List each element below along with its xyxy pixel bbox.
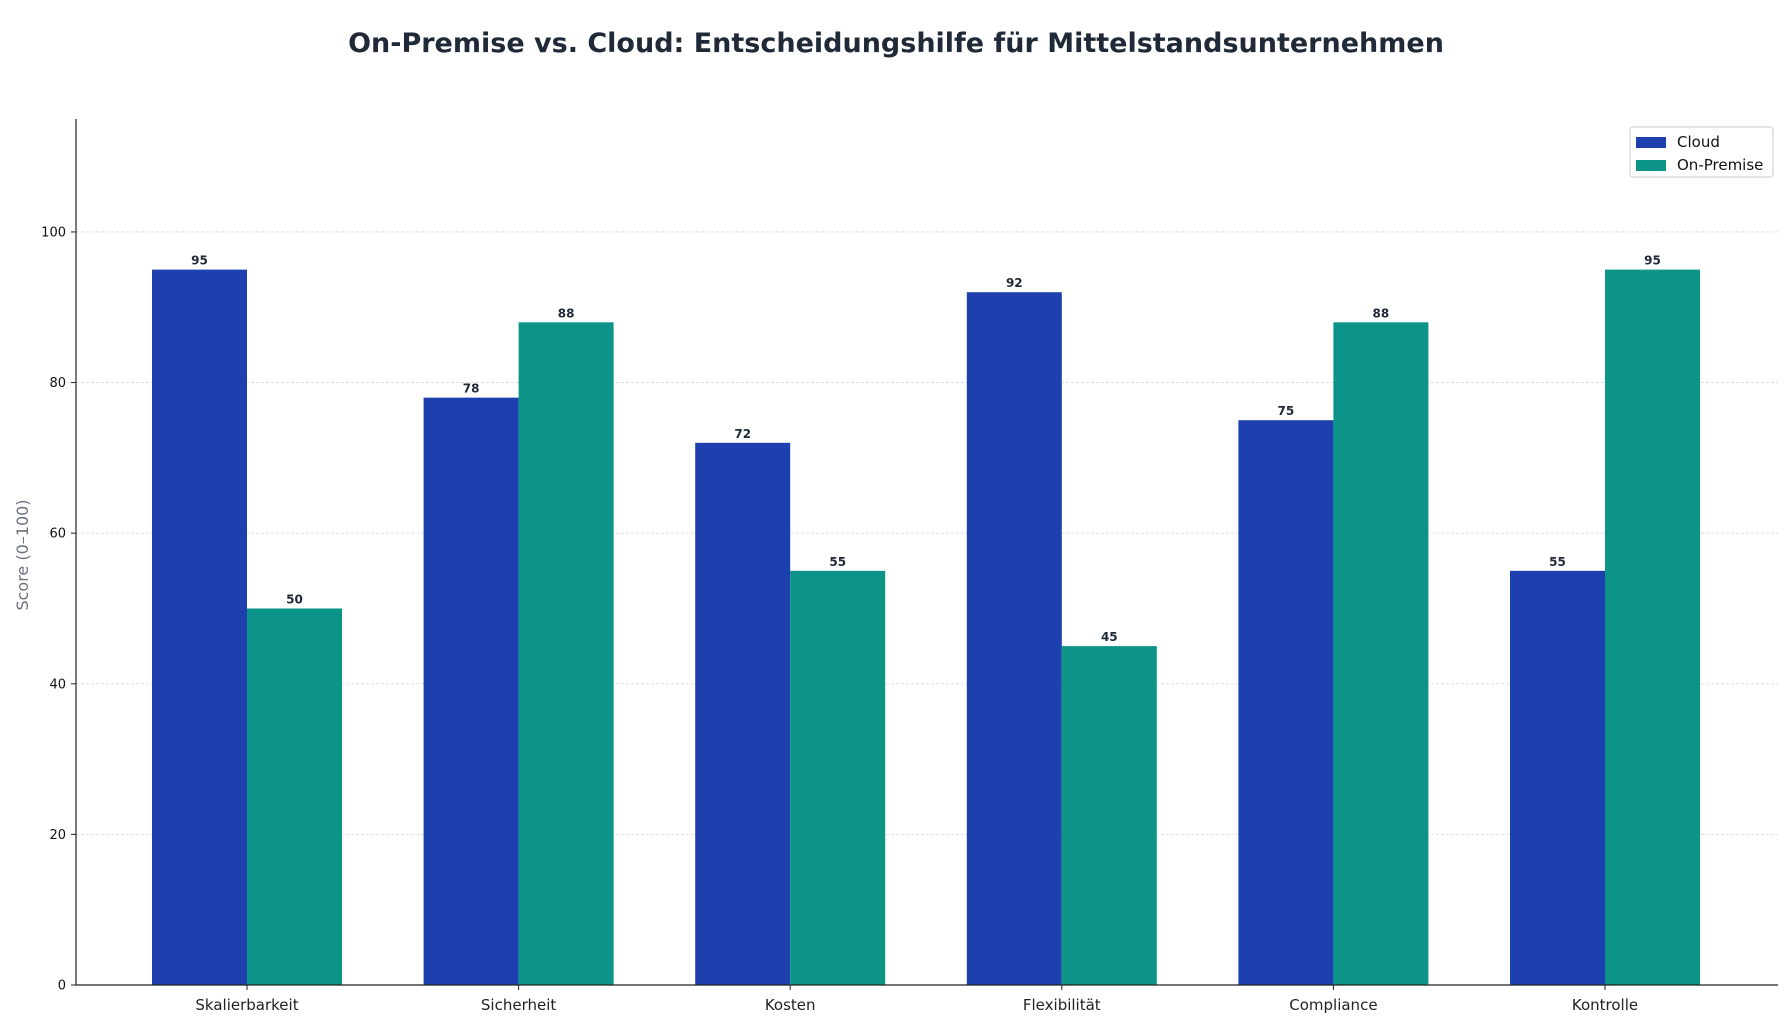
data-label: 55: [1549, 555, 1566, 569]
x-tick-label: Skalierbarkeit: [195, 996, 298, 1014]
bar-cloud-2: [695, 442, 791, 985]
data-label: 50: [286, 592, 303, 606]
labels: 95 50 Skalierbarkeit 78 88 Sicherheit 72 55 Kost…: [191, 254, 1661, 1014]
bar-cloud-0: [152, 269, 247, 985]
x-tick-label: Flexibilität: [1023, 996, 1101, 1014]
y-tick-label: 40: [49, 677, 66, 692]
y-axis-label: Score (0–100): [13, 499, 32, 610]
data-label: 88: [1373, 306, 1390, 320]
bar-on-premise-4: [1333, 322, 1429, 985]
y-tick-label: 80: [49, 376, 66, 391]
x-tick-label: Compliance: [1289, 996, 1377, 1014]
axes: 0 20 40 60 80 100: [41, 119, 1778, 994]
bar-on-premise-1: [518, 322, 614, 985]
data-label: 55: [829, 555, 846, 569]
bar-cloud-3: [966, 292, 1062, 985]
bar-cloud-5: [1510, 570, 1605, 985]
legend: Cloud On-Premise: [1629, 126, 1774, 178]
bar-cloud-1: [423, 397, 519, 985]
y-tick-label: 20: [49, 828, 66, 843]
bar-cloud-4: [1238, 420, 1334, 985]
bar-on-premise-5: [1605, 269, 1700, 985]
grid-lines: [76, 231, 1778, 835]
data-label: 72: [734, 427, 751, 441]
legend-swatch: [1636, 160, 1666, 171]
legend-label: Cloud: [1677, 133, 1720, 151]
y-tick-label: 100: [41, 225, 66, 240]
bars: [152, 269, 1700, 985]
y-tick-label: 60: [49, 527, 66, 542]
x-tick-label: Kontrolle: [1572, 996, 1638, 1014]
data-label: 88: [558, 306, 575, 320]
data-label: 45: [1101, 630, 1118, 644]
y-tick-label: 0: [58, 979, 66, 994]
data-label: 95: [1644, 254, 1661, 268]
bar-on-premise-2: [790, 570, 886, 985]
x-tick-label: Kosten: [765, 996, 816, 1014]
data-label: 75: [1278, 404, 1295, 418]
data-label: 92: [1006, 276, 1023, 290]
legend-label: On-Premise: [1677, 156, 1763, 174]
data-label: 78: [463, 382, 480, 396]
bar-on-premise-3: [1061, 646, 1157, 985]
legend-swatch: [1636, 137, 1666, 148]
data-label: 95: [191, 254, 208, 268]
chart-title: On-Premise vs. Cloud: Entscheidungshilfe…: [348, 28, 1444, 59]
x-tick-label: Sicherheit: [481, 996, 556, 1014]
bar-on-premise-0: [247, 608, 342, 985]
